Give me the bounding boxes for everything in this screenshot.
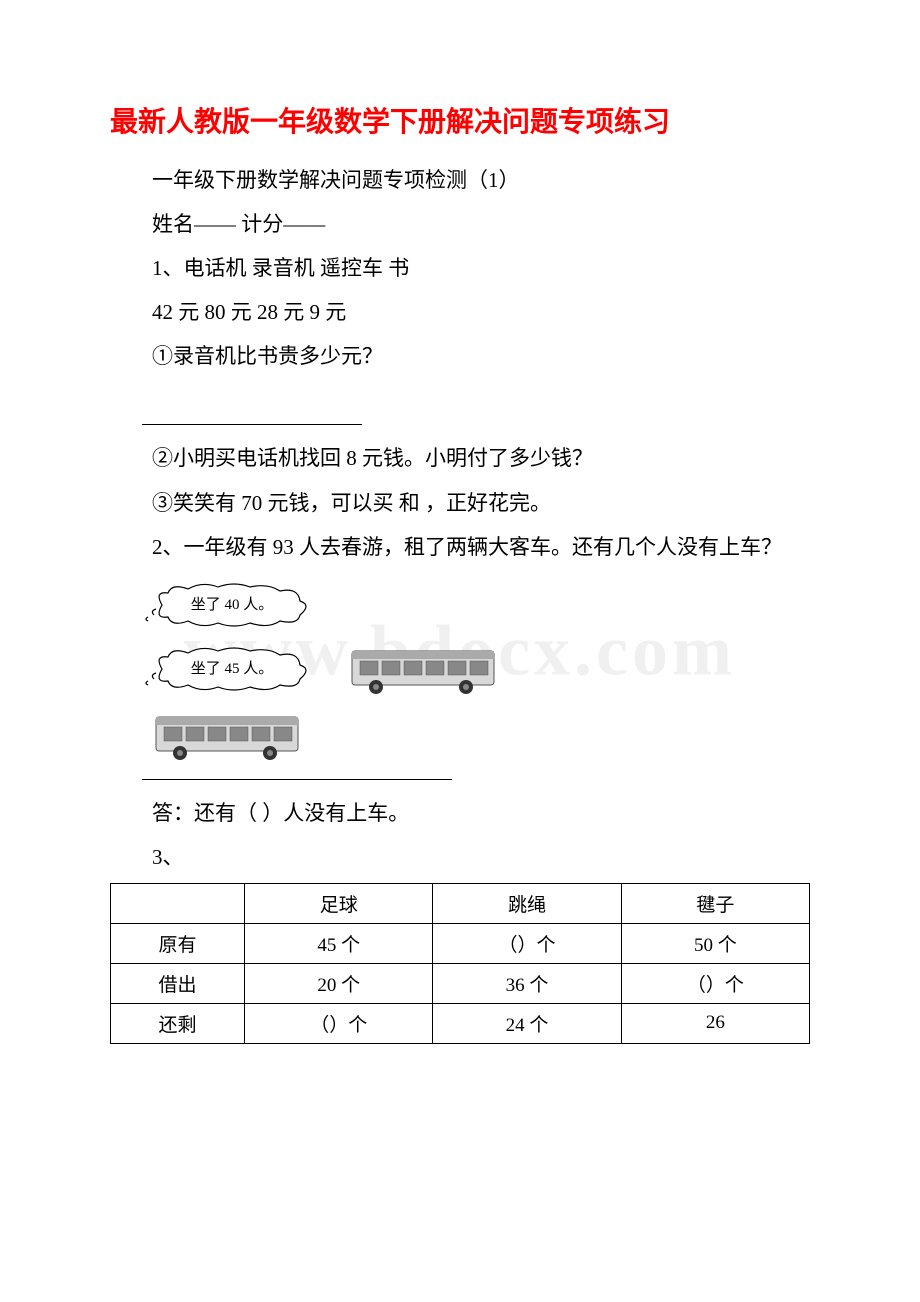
name-score-line: 姓名—— 计分—— xyxy=(110,202,810,246)
table-cell: 36 个 xyxy=(433,963,621,1003)
bus-icon-2 xyxy=(150,705,305,765)
q1-items: 1、电话机 录音机 遥控车 书 xyxy=(110,246,810,290)
table-cell: 足球 xyxy=(245,883,433,923)
table-cell: 借出 xyxy=(111,963,245,1003)
bubble-text-2: 坐了 45 人。 xyxy=(191,660,274,677)
table-header-row: 足球 跳绳 毽子 xyxy=(111,883,810,923)
q3-label: 3、 xyxy=(110,835,810,879)
table-cell: 26 xyxy=(621,1003,809,1043)
answer-line-2 xyxy=(142,779,452,780)
bubble-text-1: 坐了 40 人。 xyxy=(191,596,274,613)
q2: 2、一年级有 93 人去春游，租了两辆大客车。还有几个人没有上车？ xyxy=(110,525,810,569)
table-cell: 50 个 xyxy=(621,923,809,963)
table-cell: 20 个 xyxy=(245,963,433,1003)
table-cell: 跳绳 xyxy=(433,883,621,923)
subtitle: 一年级下册数学解决问题专项检测（1） xyxy=(110,158,810,202)
table-row: 原有 45 个 （）个 50 个 xyxy=(111,923,810,963)
table-cell: 原有 xyxy=(111,923,245,963)
table-row: 借出 20 个 36 个 （）个 xyxy=(111,963,810,1003)
table-cell xyxy=(111,883,245,923)
document-content: 最新人教版一年级数学下册解决问题专项练习 一年级下册数学解决问题专项检测（1） … xyxy=(110,100,810,1044)
table-cell: 24 个 xyxy=(433,1003,621,1043)
q1-sub2: ②小明买电话机找回 8 元钱。小明付了多少钱？ xyxy=(110,436,810,480)
table-cell: （）个 xyxy=(245,1003,433,1043)
bus-icon-1 xyxy=(346,639,501,699)
q1-sub1: ①录音机比书贵多少元？ xyxy=(110,334,810,378)
q1-prices: 42 元 80 元 28 元 9 元 xyxy=(110,290,810,334)
table-cell: 毽子 xyxy=(621,883,809,923)
table-cell: （）个 xyxy=(433,923,621,963)
table-cell: 45 个 xyxy=(245,923,433,963)
answer-line xyxy=(142,424,362,425)
q2-answer: 答：还有（ ）人没有上车。 xyxy=(110,791,810,835)
table-row: 还剩 （）个 24 个 26 xyxy=(111,1003,810,1043)
speech-bubble-2: 坐了 45 人。 xyxy=(142,645,322,693)
bus-images-block: 坐了 40 人。 坐了 45 人。 xyxy=(142,577,810,765)
q3-table: 足球 跳绳 毽子 原有 45 个 （）个 50 个 借出 20 个 36 个 （… xyxy=(110,883,810,1044)
table-cell: （）个 xyxy=(621,963,809,1003)
table-cell: 还剩 xyxy=(111,1003,245,1043)
q1-sub3: ③笑笑有 70 元钱，可以买 和 ，正好花完。 xyxy=(110,481,810,525)
speech-bubble-1: 坐了 40 人。 xyxy=(142,581,322,629)
main-title: 最新人教版一年级数学下册解决问题专项练习 xyxy=(110,100,810,140)
